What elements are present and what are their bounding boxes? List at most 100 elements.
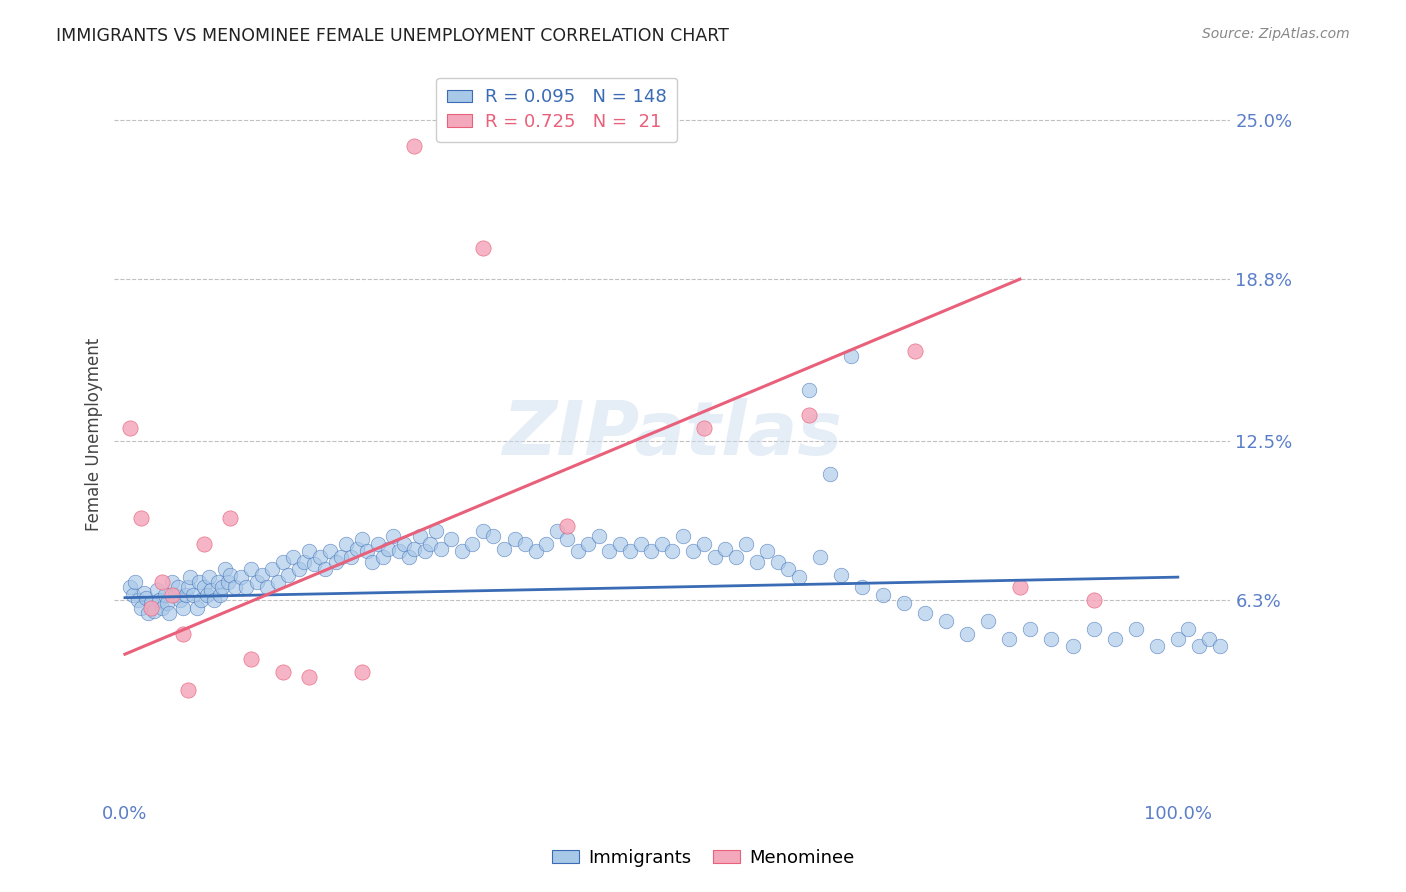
Point [1019,622,1042,636]
Point [245,575,267,590]
Point [609,537,631,551]
Point [207,575,229,590]
Point [250,567,273,582]
Point [956,626,979,640]
Point [256,581,278,595]
Point [914,606,936,620]
Point [346,541,368,556]
Point [841,349,863,363]
Point [1083,593,1105,607]
Point [482,529,505,543]
Point [150,575,173,590]
Point [1040,632,1063,646]
Point [630,537,652,551]
Point [208,588,231,602]
Point [219,511,242,525]
Point [555,518,578,533]
Legend: R = 0.095   N = 148, R = 0.725   N =  21: R = 0.095 N = 148, R = 0.725 N = 21 [436,78,678,142]
Point [198,570,221,584]
Point [235,581,257,595]
Point [172,601,194,615]
Point [693,537,716,551]
Point [141,596,163,610]
Point [1125,622,1147,636]
Point [808,549,831,564]
Point [298,544,321,558]
Point [371,549,394,564]
Point [735,537,758,551]
Point [430,541,453,556]
Point [745,555,768,569]
Point [1167,632,1189,646]
Point [187,575,209,590]
Point [392,537,415,551]
Point [153,588,176,602]
Point [190,593,212,607]
Point [1209,640,1232,654]
Point [998,632,1021,646]
Point [367,537,389,551]
Point [200,582,222,597]
Point [651,537,673,551]
Point [350,665,373,680]
Point [672,529,695,543]
Point [177,683,200,698]
Point [193,581,215,595]
Point [1008,581,1031,595]
Point [1198,632,1220,646]
Point [266,575,288,590]
Point [492,541,515,556]
Point [298,670,321,684]
Point [283,549,305,564]
Point [1104,632,1126,646]
Point [177,581,200,595]
Point [162,575,184,590]
Point [224,581,246,595]
Point [756,544,779,558]
Point [724,549,747,564]
Point [1062,640,1084,654]
Point [576,537,599,551]
Point [977,614,1000,628]
Point [308,549,330,564]
Point [304,558,326,572]
Point [419,537,441,551]
Point [404,138,426,153]
Point [335,537,357,551]
Point [229,570,252,584]
Point [325,555,347,569]
Point [799,383,821,397]
Point [145,582,167,597]
Point [136,606,159,620]
Point [129,511,152,525]
Point [766,555,789,569]
Point [425,524,447,538]
Point [1083,622,1105,636]
Point [319,544,342,558]
Point [120,421,142,435]
Point [388,544,411,558]
Point [398,549,420,564]
Point [904,344,927,359]
Text: Source: ZipAtlas.com: Source: ZipAtlas.com [1202,27,1350,41]
Point [619,544,641,558]
Point [413,544,436,558]
Point [156,596,179,610]
Point [143,603,166,617]
Point [135,591,157,605]
Point [703,549,725,564]
Point [277,567,299,582]
Point [450,544,472,558]
Point [567,544,589,558]
Point [340,549,363,564]
Point [893,596,915,610]
Point [271,665,294,680]
Point [350,532,373,546]
Point [214,562,236,576]
Text: ZIPatlas: ZIPatlas [502,398,842,471]
Point [377,541,399,556]
Point [179,570,201,584]
Point [409,529,432,543]
Point [157,606,180,620]
Point [555,532,578,546]
